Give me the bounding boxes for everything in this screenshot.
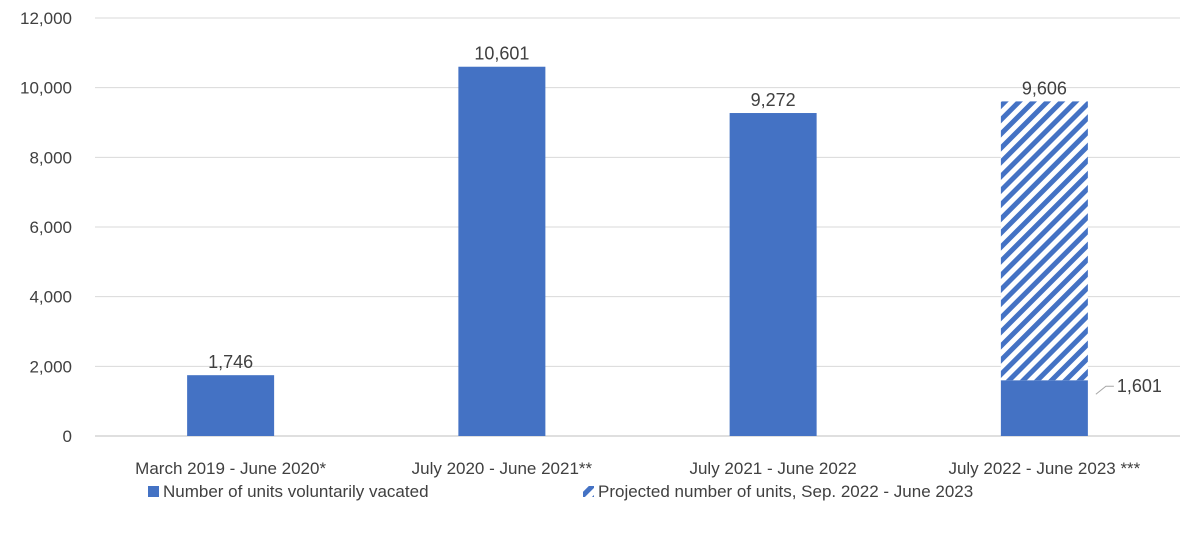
bar-voluntarily-vacated [187, 375, 275, 436]
data-label-total: 9,606 [1022, 78, 1067, 98]
data-labels: 1,746 10,601 9,272 9,606 1,601 [208, 44, 1162, 397]
legend-label-solid: Number of units voluntarily vacated [163, 482, 429, 501]
data-label-value: 1,746 [208, 352, 253, 372]
y-tick-label: 8,000 [29, 148, 72, 167]
y-tick-label: 2,000 [29, 357, 72, 376]
bar-voluntarily-vacated [729, 113, 817, 436]
data-label-value: 9,272 [751, 90, 796, 110]
x-category-label: March 2019 - June 2020* [135, 459, 326, 478]
y-tick-label: 12,000 [20, 9, 72, 28]
data-label-value: 10,601 [474, 44, 529, 64]
x-category-label: July 2022 - June 2023 *** [948, 459, 1140, 478]
legend-label-striped: Projected number of units, Sep. 2022 - J… [598, 482, 973, 501]
y-tick-label: 6,000 [29, 218, 72, 237]
bar-voluntarily-vacated [1000, 380, 1088, 436]
bars [187, 66, 1088, 436]
data-label-value: 1,601 [1117, 376, 1162, 396]
x-category-label: July 2020 - June 2021** [412, 459, 593, 478]
legend-swatch-solid [148, 486, 159, 497]
x-axis-categories: March 2019 - June 2020* July 2020 - June … [135, 459, 1141, 478]
bar-voluntarily-vacated [458, 66, 546, 436]
legend-swatch-striped [583, 486, 594, 497]
data-label-leader-line [1095, 385, 1114, 395]
legend: Number of units voluntarily vacated Proj… [148, 482, 973, 501]
y-tick-label: 10,000 [20, 79, 72, 98]
bar-projected [1000, 101, 1088, 381]
gridlines [95, 17, 1180, 437]
x-category-label: July 2021 - June 2022 [689, 459, 856, 478]
y-axis-ticks: 0 2,000 4,000 6,000 8,000 10,000 12,000 [20, 9, 72, 446]
y-tick-label: 4,000 [29, 288, 72, 307]
y-tick-label: 0 [63, 427, 72, 446]
